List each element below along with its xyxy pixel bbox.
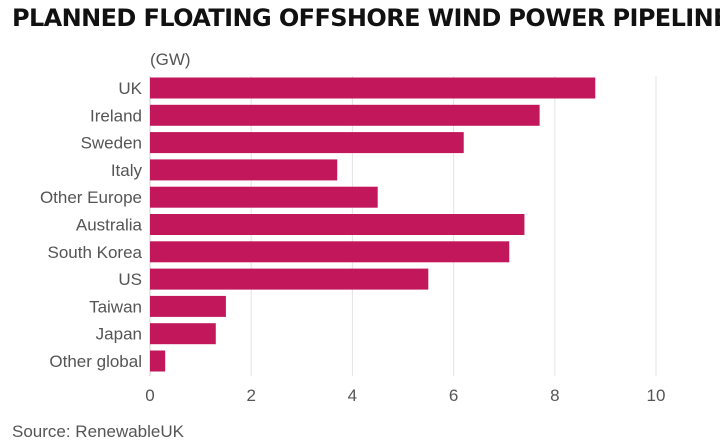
x-tick-label: 2: [246, 386, 255, 405]
x-tick-label: 10: [647, 386, 666, 405]
bar-ireland: [150, 104, 540, 126]
category-label: Italy: [111, 161, 143, 180]
bar-south-korea: [150, 241, 510, 263]
source-note: Source: RenewableUK: [12, 422, 184, 441]
category-labels: UK Ireland Sweden Italy Other Europe Australi…: [40, 79, 143, 371]
category-label: Other Europe: [40, 188, 142, 207]
bar-uk: [150, 77, 596, 99]
x-tick-label: 6: [449, 386, 458, 405]
bar-other-europe: [150, 186, 378, 208]
category-label: Ireland: [90, 106, 142, 125]
x-tick-label: 8: [550, 386, 559, 405]
bar-taiwan: [150, 295, 226, 317]
x-tick-label: 0: [145, 386, 154, 405]
x-tick-label: 4: [348, 386, 357, 405]
bar-us: [150, 268, 429, 290]
bar-sweden: [150, 132, 464, 154]
chart-title: PLANNED FLOATING OFFSHORE WIND POWER PIP…: [12, 4, 720, 32]
category-label: Taiwan: [89, 297, 142, 316]
bars: [150, 77, 596, 372]
x-tick-labels: 0 2 4 6 8 10: [145, 386, 665, 405]
category-label: Australia: [76, 216, 143, 235]
bar-other-global: [150, 350, 166, 372]
bar-australia: [150, 214, 525, 235]
unit-label: (GW): [150, 50, 191, 69]
category-label: South Korea: [47, 243, 142, 262]
category-label: US: [118, 270, 142, 289]
category-label: UK: [118, 79, 142, 98]
category-label: Sweden: [81, 134, 142, 153]
category-label: Other global: [49, 352, 142, 371]
bar-italy: [150, 159, 338, 181]
category-label: Japan: [96, 325, 142, 344]
bar-japan: [150, 323, 216, 345]
